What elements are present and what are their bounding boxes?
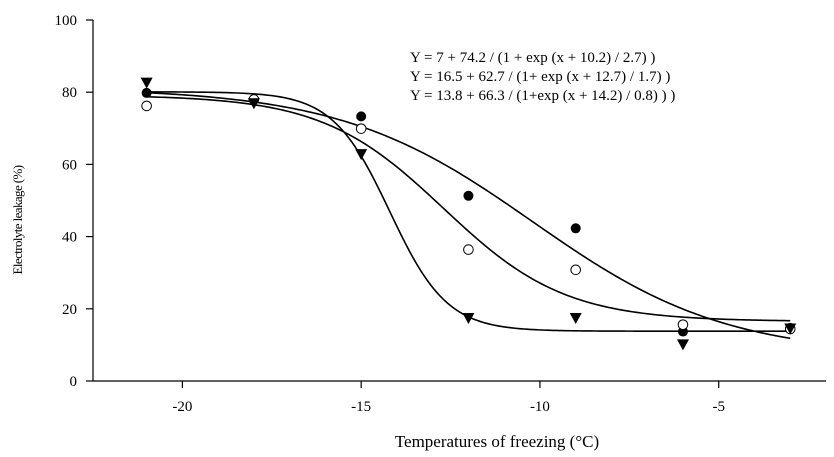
axis-ticks: 0 20 40 60 80 100 -20 -15 -10 -5	[55, 13, 725, 415]
axes	[92, 20, 826, 382]
y-tick-label: 60	[62, 157, 77, 173]
fit-curve-3	[146, 91, 791, 332]
point-filled-triangle	[462, 313, 475, 325]
y-axis-label: Electrolyte leakage (%)	[10, 165, 25, 274]
point-filled-triangle	[676, 339, 689, 351]
point-open-circle	[677, 319, 689, 330]
y-tick-label: 20	[62, 302, 77, 318]
point-filled-triangle	[355, 149, 368, 161]
x-axis-label: Temperatures of freezing (°C)	[395, 432, 599, 451]
x-tick-label: -5	[712, 399, 725, 415]
point-filled-triangle	[247, 98, 260, 110]
x-tick-label: -10	[530, 399, 550, 415]
point-filled-circle	[141, 87, 152, 98]
point-filled-circle	[463, 190, 474, 201]
y-tick-label: 40	[62, 230, 77, 246]
data-points	[140, 77, 797, 351]
y-tick-label: 80	[62, 85, 77, 101]
point-filled-triangle	[784, 323, 797, 335]
y-tick-label: 100	[55, 13, 78, 29]
point-open-circle	[570, 264, 582, 276]
equation-1: Y = 7 + 74.2 / (1 + exp (x + 10.2) / 2.7…	[410, 50, 655, 66]
equation-3: Y = 13.8 + 66.3 / (1+exp (x + 14.2) / 0.…	[410, 88, 675, 104]
equation-2: Y = 16.5 + 62.7 / (1+ exp (x + 12.7) / 1…	[410, 69, 670, 85]
fit-curve-1	[146, 91, 791, 340]
point-open-circle	[141, 100, 152, 112]
x-tick-label: -15	[351, 399, 371, 415]
equations: Y = 7 + 74.2 / (1 + exp (x + 10.2) / 2.7…	[410, 50, 675, 104]
y-tick-label: 0	[70, 374, 78, 390]
point-filled-circle	[570, 223, 581, 234]
point-open-circle	[463, 244, 474, 255]
x-tick-label: -20	[172, 399, 192, 415]
point-open-circle	[355, 123, 367, 134]
fit-curve-2	[146, 95, 791, 322]
point-filled-circle	[356, 111, 367, 122]
fit-curves	[146, 91, 791, 340]
point-filled-triangle	[569, 313, 582, 325]
point-filled-triangle	[140, 77, 153, 89]
